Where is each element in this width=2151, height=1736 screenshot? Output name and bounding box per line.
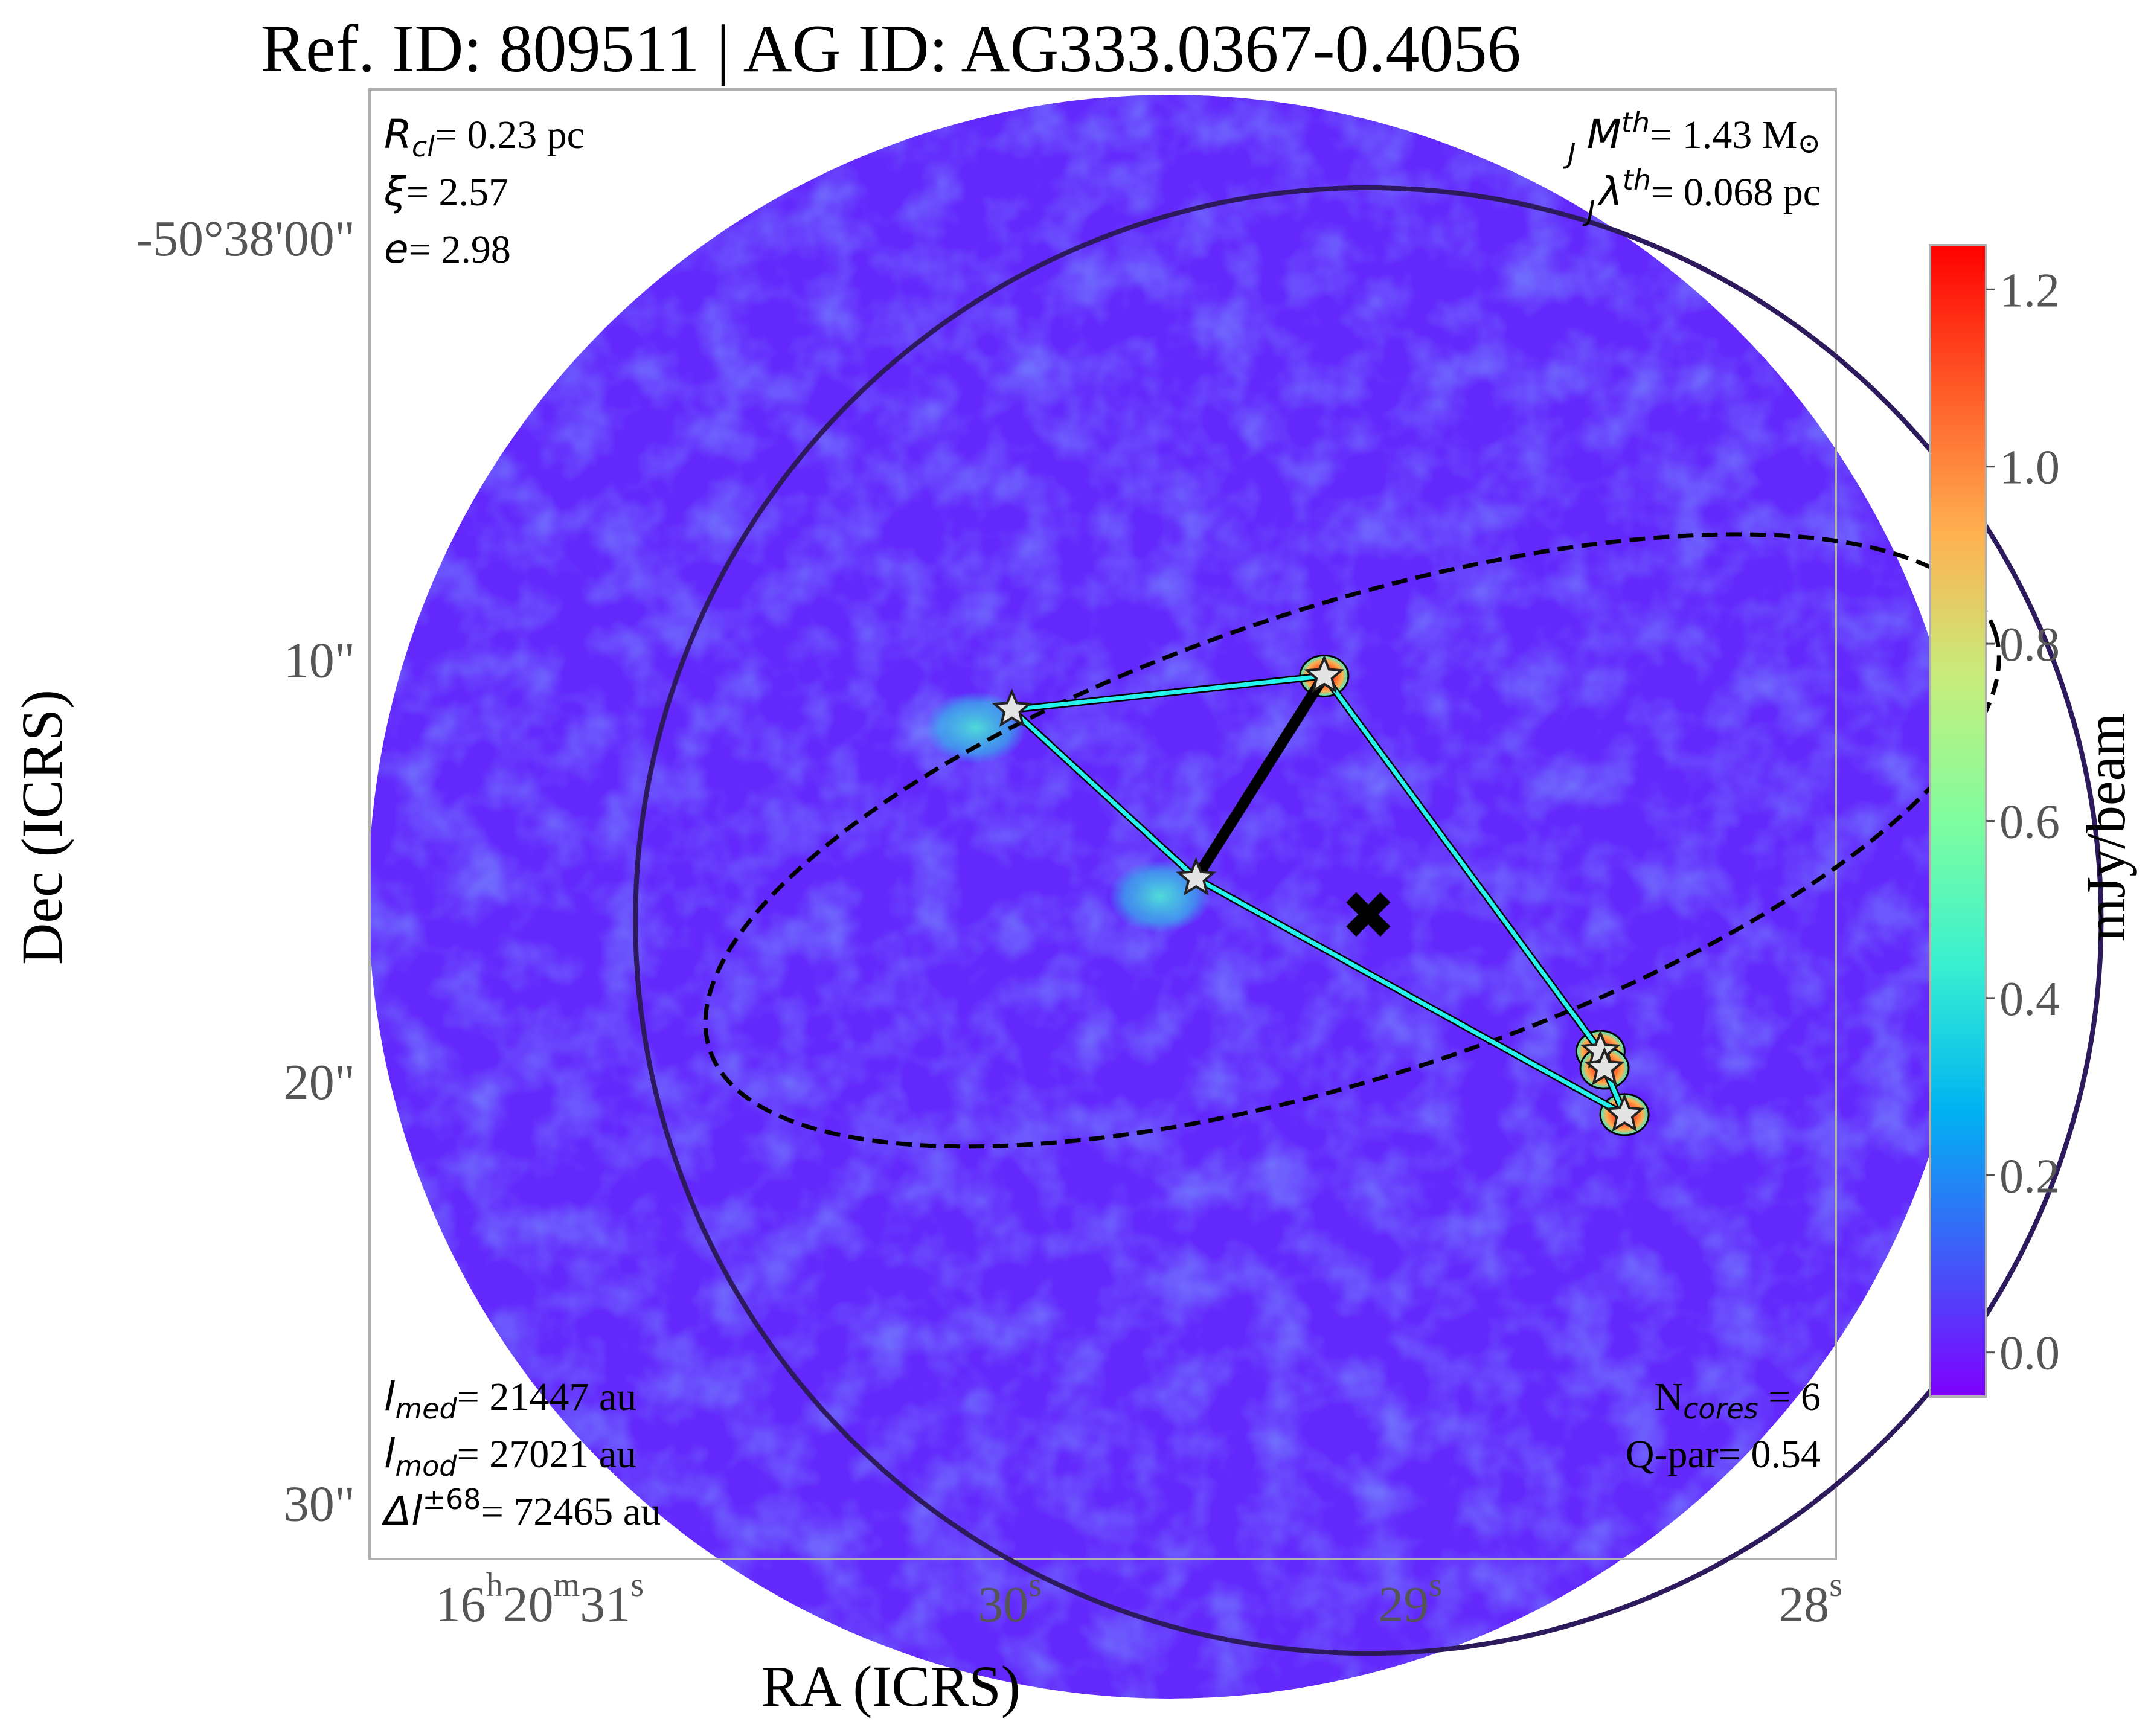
annotation-top-right: Mth= 1.43 M⊙ J λth= 0.068 pc J [1563, 106, 1821, 227]
y-tick-label-4: 30" [284, 1476, 355, 1533]
core-star-6 [1604, 1093, 1645, 1132]
mst-edge-4 [1322, 673, 1603, 1054]
core-star-3 [1304, 655, 1345, 693]
mst-edge-1 [1010, 673, 1327, 712]
qpar-annotation: Q-par= 0.54 [1626, 1432, 1821, 1476]
x-tick-m-unit: m [554, 1566, 580, 1604]
mj-value: = 1.43 M [1650, 113, 1797, 157]
x-tick-label-4: 28s [1778, 1566, 1842, 1633]
lmod-annotation: lmod= 27021 au [384, 1430, 636, 1482]
x-axis-label: RA (ICRS) [761, 1654, 1020, 1718]
xi-symbol: ξ [383, 168, 407, 215]
xi-annotation: ξ= 2.57 [383, 168, 508, 215]
x-tick-s-unit: s [1028, 1566, 1042, 1604]
colorbar-tick-label-3: 0.4 [1999, 973, 2060, 1026]
dl-annotation: Δl±68= 72465 au [381, 1483, 661, 1534]
core-star-1 [992, 688, 1033, 727]
annotation-top-left: Rcl= 0.23 pc ξ= 2.57 e= 2.98 [383, 111, 585, 272]
x-tick-h-unit: h [486, 1566, 503, 1604]
colorbar-tick-label-5: 0.8 [1999, 618, 2060, 671]
lmed-value: = 21447 au [457, 1375, 637, 1419]
e-value: = 2.98 [409, 228, 511, 272]
y-tick-label-3: 20" [284, 1054, 355, 1110]
rcl-symbol: R [384, 111, 412, 158]
x-tick-s-unit: s [1429, 1566, 1442, 1604]
x-tick-label-2: 30s [978, 1566, 1042, 1633]
lmed-subscript: med [395, 1392, 457, 1425]
x-tick-hours: 16 [435, 1577, 486, 1633]
x-tick-label-1: 16h20m31s [435, 1566, 644, 1633]
x-tick-s-unit: s [1829, 1566, 1842, 1604]
xi-value: = 2.57 [406, 170, 508, 214]
overlays: ✖ [633, 185, 2104, 1656]
e-symbol: e [384, 226, 409, 272]
dl-symbol: Δl [381, 1488, 423, 1534]
ncores-subscript: cores [1683, 1392, 1758, 1425]
colorbar-tick-label-6: 1.0 [1999, 441, 2060, 495]
cores-ellipse [703, 532, 2001, 1149]
chart-title: Ref. ID: 809511 | AG ID: AG333.0367-0.40… [260, 11, 1521, 86]
lj-value: = 0.068 pc [1651, 170, 1821, 214]
mst-longest-edge [1190, 670, 1330, 884]
x-tick-seconds: 28 [1778, 1577, 1829, 1633]
rcl-subscript: cl [412, 130, 435, 163]
colorbar-tick-label-1: 0.0 [1999, 1327, 2060, 1380]
mj-subscript: J [1563, 137, 1576, 170]
y-axis-label: Dec (ICRS) [10, 690, 74, 965]
clump-radius-circle [633, 185, 2104, 1656]
x-tick-s-unit: s [630, 1566, 644, 1604]
annotation-bottom-right: Ncores = 6 Q-par= 0.54 [1626, 1375, 1821, 1476]
lmod-symbol: l [384, 1430, 396, 1477]
lmod-subscript: mod [395, 1450, 457, 1482]
lj-symbol: λ [1597, 168, 1623, 215]
ncores-annotation: Ncores = 6 [1654, 1375, 1821, 1425]
ncores-value: = 6 [1758, 1375, 1821, 1419]
rcl-annotation: Rcl= 0.23 pc [384, 111, 585, 163]
x-tick-label-3: 29s [1378, 1566, 1442, 1633]
y-tick-label-2: 10" [284, 633, 355, 689]
mst-edge-3 [1194, 876, 1627, 1117]
ncores-symbol: N [1654, 1375, 1683, 1419]
lmed-symbol: l [384, 1373, 396, 1420]
mj-superscript: th [1621, 106, 1650, 139]
rcl-value: = 0.23 pc [435, 113, 585, 157]
colorbar-tick-label-7: 1.2 [1999, 264, 2060, 317]
x-tick-seconds: 31 [580, 1577, 630, 1633]
mj-symbol: M [1587, 111, 1621, 158]
x-ticks: 16h20m31s 30s 29s 28s [435, 1566, 1842, 1633]
sun-symbol: ⊙ [1797, 128, 1821, 159]
colorbar-tick-label-4: 0.6 [1999, 796, 2060, 849]
colorbar-label: mJy/beam [2075, 713, 2137, 941]
x-tick-seconds: 30 [978, 1577, 1028, 1633]
lj-annotation: λth= 0.068 pc [1597, 164, 1821, 215]
colorbar-ticks: 0.0 0.2 0.4 0.6 0.8 1.0 1.2 [1986, 264, 2060, 1380]
core-star-5 [1584, 1046, 1625, 1086]
dl-superscript: ±68 [423, 1483, 481, 1516]
annotation-bottom-left: lmed= 21447 au lmod= 27021 au Δl±68= 724… [381, 1373, 661, 1534]
y-tick-label-1: -50°38'00" [136, 211, 355, 267]
clump-center-marker: ✖ [1341, 877, 1396, 955]
lmod-value: = 27021 au [457, 1432, 637, 1476]
mj-annotation: Mth= 1.43 M⊙ [1587, 106, 1821, 159]
axes-frame [368, 88, 1837, 1560]
x-tick-seconds: 29 [1378, 1577, 1429, 1633]
dl-value: = 72465 au [481, 1490, 661, 1534]
y-ticks: -50°38'00" 10" 20" 30" [136, 211, 355, 1533]
colorbar-body [1929, 244, 1987, 1398]
mst-edge-2 [1010, 707, 1199, 881]
core-star-2 [1176, 857, 1217, 896]
e-annotation: e= 2.98 [384, 226, 511, 272]
colorbar: 0.0 0.2 0.4 0.6 0.8 1.0 1.2 mJy/beam [1929, 244, 2137, 1398]
x-tick-minutes: 20 [503, 1577, 554, 1633]
colorbar-tick-label-2: 0.2 [1999, 1150, 2060, 1203]
lmed-annotation: lmed= 21447 au [384, 1373, 636, 1425]
lj-superscript: th [1623, 164, 1651, 196]
